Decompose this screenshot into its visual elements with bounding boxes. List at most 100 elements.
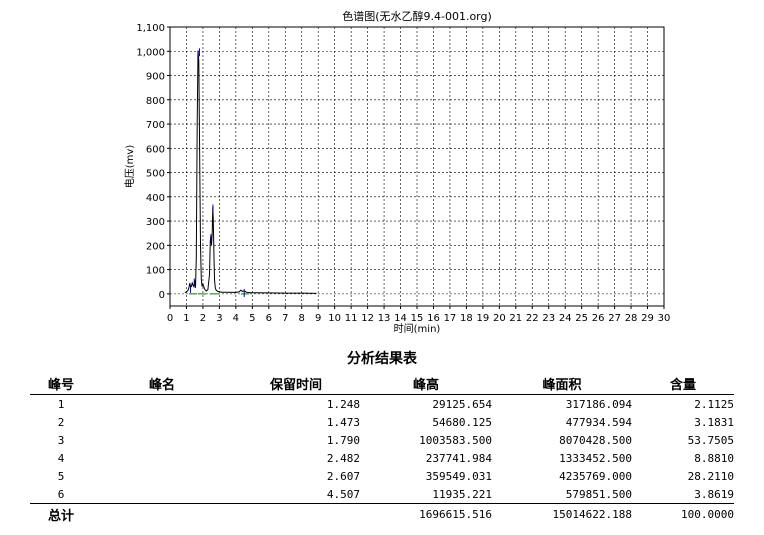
retention-time-cell: 1.790 (326, 433, 360, 447)
x-tick-label: 25 (575, 313, 588, 324)
peak-area-cell: 4235769.000 (559, 469, 632, 483)
x-axis-label: 时间(min) (394, 322, 441, 335)
x-tick-label: 7 (282, 313, 288, 324)
peak-name-cell (92, 467, 232, 485)
peak-height-cell: 1003583.500 (419, 433, 492, 447)
y-tick-label: 300 (146, 217, 165, 228)
total-row: 总计 1696615.516 15014622.188 100.0000 (30, 503, 734, 524)
y-tick-label: 1,000 (136, 47, 165, 58)
x-tick-label: 29 (641, 313, 654, 324)
header-peak-area: 峰面积 (492, 372, 632, 395)
x-tick-label: 19 (476, 313, 489, 324)
content-cell: 8.8810 (694, 451, 734, 465)
peak-name-cell (92, 449, 232, 467)
header-peak-name: 峰名 (92, 372, 232, 395)
x-tick-label: 3 (216, 313, 222, 324)
table-row: 5 2.607 359549.031 4235769.000 28.2110 (30, 467, 734, 485)
retention-time-cell: 1.248 (326, 397, 360, 411)
report-title: 分析结果表 (347, 351, 417, 367)
x-tick-label: 0 (167, 313, 173, 324)
peak-name-cell (92, 395, 232, 414)
x-tick-label: 24 (559, 313, 572, 324)
x-tick-label: 4 (233, 313, 239, 324)
y-tick-label: 1,100 (136, 23, 165, 34)
peak-height-cell: 29125.654 (432, 397, 492, 411)
y-tick-label: 400 (146, 193, 165, 204)
retention-time-cell: 1.473 (326, 415, 360, 429)
y-tick-label: 0 (159, 290, 165, 301)
table-row: 2 1.473 54680.125 477934.594 3.1831 (30, 413, 734, 431)
y-tick-label: 600 (146, 144, 165, 155)
peak-area-cell: 477934.594 (565, 415, 632, 429)
total-label: 总计 (30, 503, 92, 524)
retention-time-cell: 2.482 (326, 451, 360, 465)
peak-no-cell: 3 (57, 433, 65, 447)
x-tick-label: 14 (394, 313, 407, 324)
peak-name-cell (92, 413, 232, 431)
chart-title: 色谱图(无水乙醇9.4-001.org) (342, 9, 492, 23)
x-axis-ticks: 0 1 2 3 4 5 6 7 8 9 10 11 12 13 14 15 16 17 18 19 20 21 22 23 24… (167, 306, 671, 324)
peak-markers (190, 48, 245, 297)
x-tick-label: 11 (345, 313, 358, 324)
peak-area-cell: 8070428.500 (559, 433, 632, 447)
peak-no-cell: 4 (57, 451, 65, 465)
peak-area-cell: 1333452.500 (559, 451, 632, 465)
results-table: 峰号 峰名 保留时间 峰高 峰面积 含量 1 1.248 29125.654 3171… (30, 372, 734, 524)
header-content: 含量 (632, 372, 734, 395)
peak-height-cell: 54680.125 (432, 415, 492, 429)
x-tick-label: 2 (200, 313, 206, 324)
grid (170, 26, 664, 306)
content-cell: 53.7505 (687, 433, 734, 447)
total-rt-cell (232, 503, 360, 524)
x-tick-label: 9 (315, 313, 321, 324)
table-header-row: 峰号 峰名 保留时间 峰高 峰面积 含量 (30, 372, 734, 395)
x-tick-label: 20 (493, 313, 506, 324)
x-tick-label: 6 (266, 313, 272, 324)
x-tick-label: 12 (361, 313, 374, 324)
header-retention-time: 保留时间 (232, 372, 360, 395)
x-tick-label: 30 (658, 313, 671, 324)
y-tick-label: 900 (146, 72, 165, 83)
x-tick-label: 8 (299, 313, 305, 324)
total-name-cell (92, 503, 232, 524)
x-tick-label: 22 (526, 313, 539, 324)
y-tick-label: 200 (146, 241, 165, 252)
y-tick-label: 800 (146, 96, 165, 107)
peak-no-cell: 2 (57, 415, 65, 429)
signal-series (184, 50, 317, 294)
x-tick-label: 10 (328, 313, 341, 324)
y-tick-label: 500 (146, 169, 165, 180)
peak-height-cell: 237741.984 (425, 451, 492, 465)
x-tick-label: 5 (249, 313, 255, 324)
x-tick-label: 1 (183, 313, 189, 324)
x-tick-label: 16 (427, 313, 440, 324)
peak-name-cell (92, 485, 232, 504)
x-tick-label: 23 (542, 313, 555, 324)
content-cell: 3.1831 (694, 415, 734, 429)
total-content: 100.0000 (632, 503, 734, 524)
peak-no-cell: 5 (57, 469, 65, 483)
content-cell: 3.8619 (694, 487, 734, 501)
chromatogram-chart: 色谱图(无水乙醇9.4-001.org) 0100200300400500600… (123, 9, 671, 335)
x-tick-label: 17 (444, 313, 457, 324)
peak-area-cell: 579851.500 (565, 487, 632, 501)
retention-time-cell: 2.607 (326, 469, 360, 483)
x-tick-label: 15 (411, 313, 424, 324)
peak-height-cell: 11935.221 (432, 487, 492, 501)
table-row: 4 2.482 237741.984 1333452.500 8.8810 (30, 449, 734, 467)
peak-name-cell (92, 431, 232, 449)
y-tick-label: 700 (146, 120, 165, 131)
content-cell: 28.2110 (687, 469, 734, 483)
table-row: 1 1.248 29125.654 317186.094 2.1125 (30, 395, 734, 414)
x-tick-label: 18 (460, 313, 473, 324)
x-tick-label: 13 (378, 313, 391, 324)
x-tick-label: 27 (608, 313, 621, 324)
x-tick-label: 21 (509, 313, 522, 324)
y-tick-label: 100 (146, 266, 165, 277)
content-cell: 2.1125 (694, 397, 734, 411)
table-row: 3 1.790 1003583.500 8070428.500 53.7505 (30, 431, 734, 449)
series-line (184, 50, 317, 294)
total-height: 1696615.516 (360, 503, 492, 524)
retention-time-cell: 4.507 (326, 487, 360, 501)
peak-no-cell: 1 (57, 397, 65, 411)
